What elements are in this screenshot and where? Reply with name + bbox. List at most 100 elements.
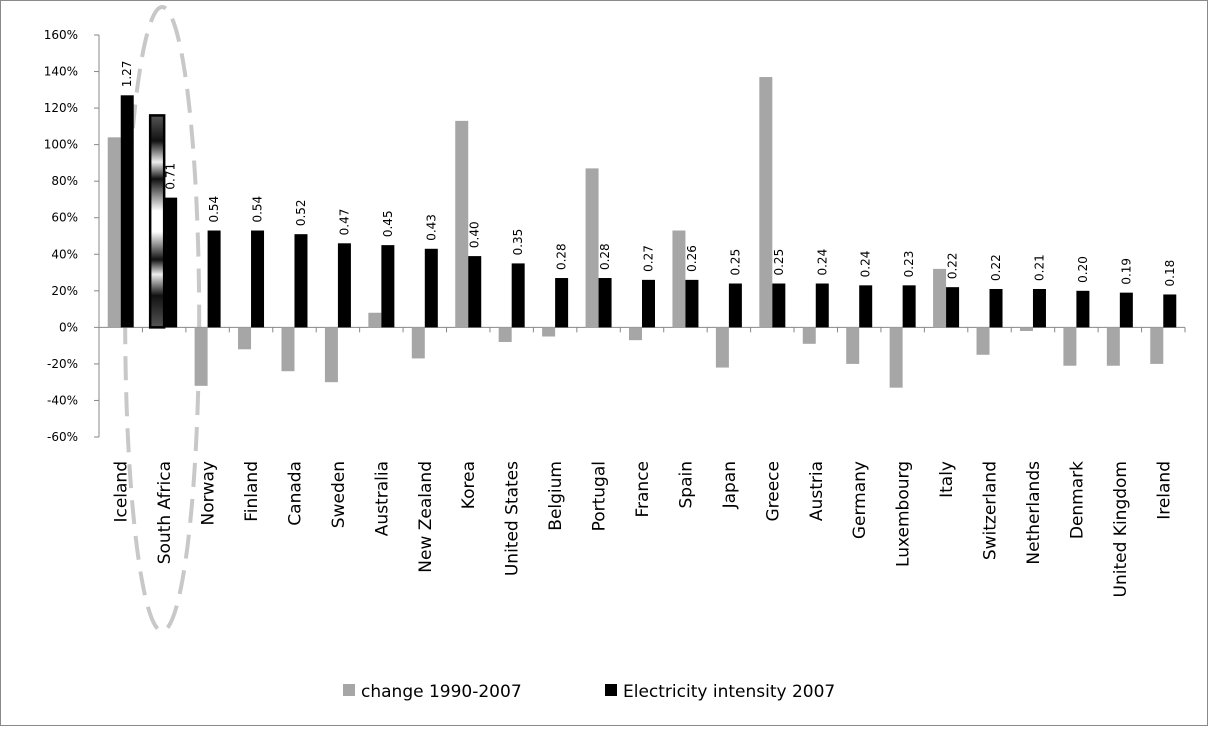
legend-swatch-change bbox=[343, 684, 355, 696]
bar-change bbox=[715, 327, 729, 368]
data-label-intensity: 0.71 bbox=[164, 163, 178, 190]
bar-change bbox=[1106, 327, 1120, 366]
bar-electricity-intensity bbox=[1032, 288, 1046, 328]
data-label-intensity: 0.20 bbox=[1076, 256, 1090, 283]
x-tick-label: Netherlands bbox=[1024, 461, 1044, 565]
data-label-intensity: 0.22 bbox=[946, 252, 960, 279]
bar-electricity-intensity bbox=[1119, 292, 1133, 328]
x-tick-label: South Africa bbox=[155, 461, 175, 564]
x-tick-label: Iceland bbox=[112, 461, 132, 523]
bar-electricity-intensity bbox=[772, 283, 786, 328]
bar-electricity-intensity bbox=[1163, 294, 1177, 328]
x-tick-label: Korea bbox=[459, 461, 479, 509]
bar-change bbox=[281, 327, 295, 372]
x-tick-label: Greece bbox=[763, 461, 783, 522]
bar-change-highlighted bbox=[148, 114, 166, 329]
bar-electricity-intensity bbox=[207, 230, 221, 328]
bar-change bbox=[759, 77, 773, 328]
bar-change bbox=[1150, 327, 1164, 364]
bar-change bbox=[933, 268, 947, 328]
bar-electricity-intensity bbox=[946, 287, 960, 328]
bar-change bbox=[324, 327, 338, 383]
data-label-intensity: 0.22 bbox=[989, 254, 1003, 281]
bar-electricity-intensity bbox=[511, 263, 525, 328]
x-tick-label: Norway bbox=[199, 461, 219, 526]
x-tick-label: New Zealand bbox=[416, 461, 436, 573]
bar-change bbox=[1063, 327, 1077, 366]
x-tick-label: United Kingdom bbox=[1111, 461, 1131, 597]
data-label-intensity: 0.26 bbox=[685, 245, 699, 272]
x-tick-label: Switzerland bbox=[981, 461, 1001, 560]
data-label-intensity: 0.23 bbox=[902, 251, 916, 278]
data-label-intensity: 0.27 bbox=[642, 245, 656, 272]
data-label-intensity: 0.43 bbox=[424, 214, 438, 241]
x-tick-label: France bbox=[633, 461, 653, 518]
bar-electricity-intensity bbox=[815, 283, 829, 328]
y-tick-label: 100% bbox=[44, 138, 78, 152]
x-tick-label: Luxembourg bbox=[894, 461, 914, 567]
data-label-intensity: 0.25 bbox=[772, 249, 786, 276]
bar-change bbox=[889, 327, 903, 388]
y-tick-label: 160% bbox=[44, 28, 78, 42]
data-label-intensity: 0.19 bbox=[1119, 258, 1133, 285]
y-tick-label: 120% bbox=[44, 101, 78, 115]
bar-electricity-intensity bbox=[251, 230, 265, 328]
x-tick-label: Austria bbox=[807, 461, 827, 521]
bar-change bbox=[672, 230, 686, 328]
y-tick-label: 40% bbox=[51, 247, 78, 261]
y-tick-label: 0% bbox=[59, 320, 78, 334]
bar-electricity-intensity bbox=[859, 285, 873, 328]
x-tick-label: Germany bbox=[850, 461, 870, 539]
bar-change bbox=[976, 327, 990, 355]
x-tick-label: Japan bbox=[720, 461, 740, 509]
bar-change bbox=[411, 327, 425, 359]
bar-electricity-intensity bbox=[337, 243, 351, 328]
data-label-intensity: 0.47 bbox=[337, 209, 351, 236]
bar-electricity-intensity bbox=[120, 95, 134, 328]
legend-swatch-electricity-intensity bbox=[605, 684, 617, 696]
data-label-intensity: 0.24 bbox=[815, 249, 829, 276]
bar-electricity-intensity bbox=[555, 278, 569, 328]
y-tick-label: -40% bbox=[47, 393, 78, 407]
x-tick-label: Portugal bbox=[590, 461, 610, 531]
y-tick-label: 60% bbox=[51, 211, 78, 225]
legend: change 1990-2007 Electricity intensity 2… bbox=[343, 682, 835, 702]
bar-change bbox=[1019, 327, 1033, 332]
x-tick-label: Sweden bbox=[329, 461, 349, 528]
bar-change bbox=[368, 312, 382, 328]
bar-electricity-intensity bbox=[294, 234, 308, 328]
data-label-intensity: 0.45 bbox=[381, 210, 395, 237]
y-tick-label: 80% bbox=[51, 174, 78, 188]
bar-electricity-intensity bbox=[1076, 290, 1090, 328]
x-tick-label: Denmark bbox=[1067, 461, 1087, 539]
bar-electricity-intensity bbox=[164, 197, 178, 328]
bar-change bbox=[107, 137, 121, 328]
x-tick-label: Canada bbox=[285, 461, 305, 526]
y-tick-label: 140% bbox=[44, 65, 78, 79]
data-label-intensity: 1.27 bbox=[120, 61, 134, 88]
bar-change bbox=[542, 327, 556, 337]
data-label-intensity: 0.24 bbox=[859, 251, 873, 278]
y-tick-label: -60% bbox=[47, 430, 78, 444]
legend-label-change: change 1990-2007 bbox=[361, 682, 522, 702]
data-label-intensity: 0.18 bbox=[1163, 260, 1177, 287]
bar-change bbox=[194, 327, 208, 386]
bar-electricity-intensity bbox=[381, 245, 395, 328]
x-tick-label: United States bbox=[503, 461, 523, 576]
data-label-intensity: 0.35 bbox=[511, 229, 525, 256]
data-label-intensity: 0.25 bbox=[728, 249, 742, 276]
bar-electricity-intensity bbox=[424, 248, 438, 328]
data-label-intensity: 0.52 bbox=[294, 199, 308, 226]
bar-change bbox=[802, 327, 816, 344]
bar-electricity-intensity bbox=[468, 256, 482, 328]
y-tick-label: -20% bbox=[47, 357, 78, 371]
data-label-intensity: 0.54 bbox=[251, 196, 265, 223]
data-label-intensity: 0.28 bbox=[555, 243, 569, 270]
bar-change bbox=[629, 327, 642, 341]
bar-change bbox=[846, 327, 860, 364]
x-tick-label: Ireland bbox=[1154, 461, 1174, 520]
data-label-intensity: 0.54 bbox=[207, 196, 221, 223]
bar-electricity-intensity bbox=[642, 279, 655, 328]
